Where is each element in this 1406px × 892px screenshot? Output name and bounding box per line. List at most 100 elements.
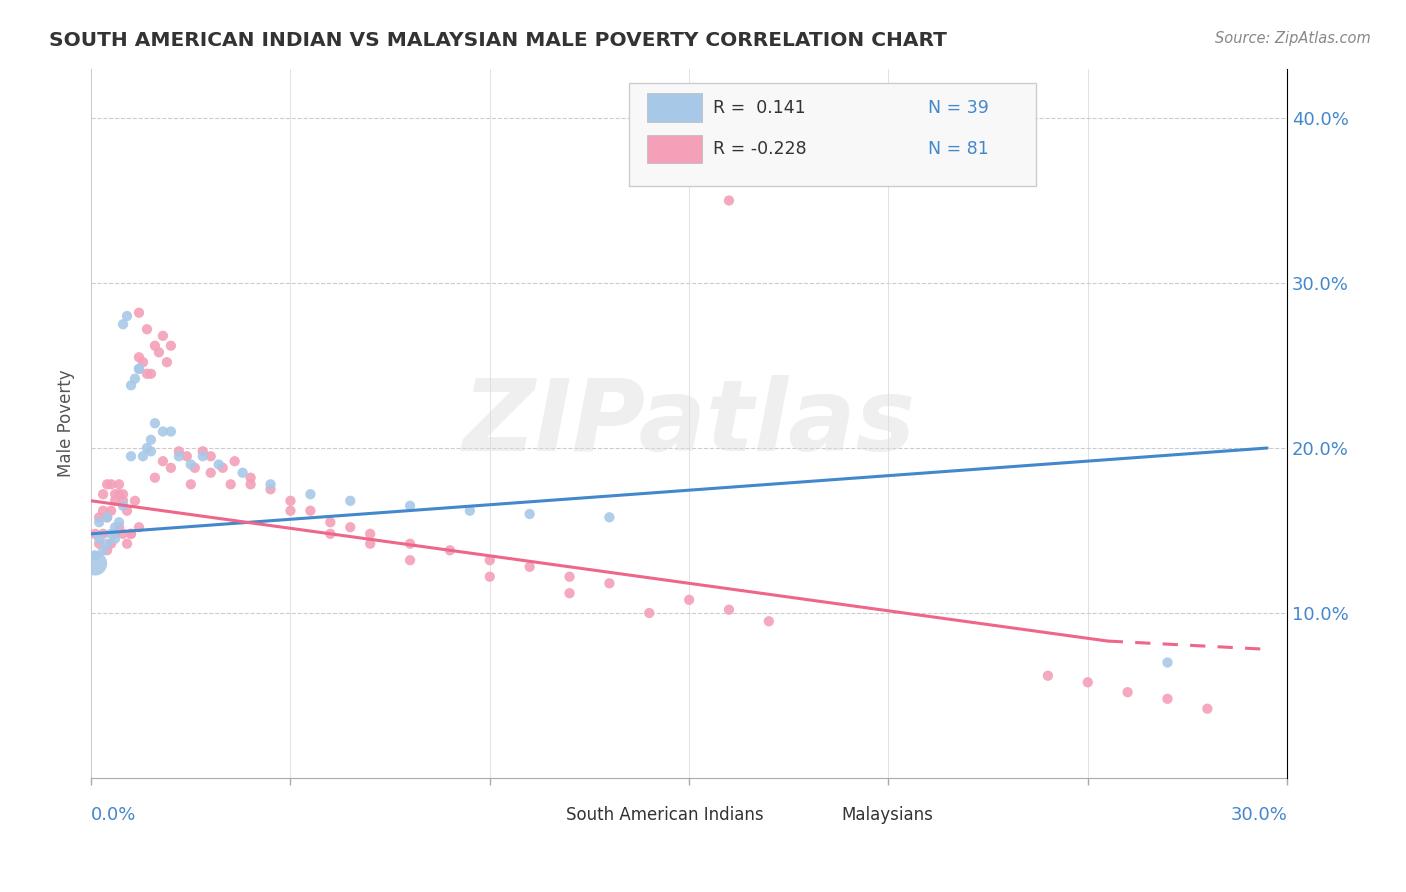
Point xyxy=(280,493,302,508)
Point xyxy=(1036,669,1059,683)
Point xyxy=(136,441,159,455)
Text: R =  0.141: R = 0.141 xyxy=(713,98,806,117)
Point xyxy=(89,510,111,524)
Point xyxy=(219,477,242,491)
Point xyxy=(638,606,661,620)
Point xyxy=(191,444,214,458)
Point xyxy=(319,526,342,541)
Point xyxy=(136,322,159,336)
Point xyxy=(1077,675,1099,690)
Point xyxy=(128,306,150,320)
Point xyxy=(96,537,118,551)
Point xyxy=(717,194,740,208)
Point xyxy=(128,361,150,376)
Point xyxy=(176,450,198,464)
Point xyxy=(478,570,501,584)
Point xyxy=(519,507,541,521)
Point xyxy=(89,532,111,546)
Point xyxy=(89,515,111,529)
Point xyxy=(120,526,142,541)
Point xyxy=(128,351,150,365)
Point xyxy=(124,493,146,508)
Point xyxy=(96,477,118,491)
Text: ZIPatlas: ZIPatlas xyxy=(463,375,915,472)
Point xyxy=(128,520,150,534)
Point xyxy=(478,553,501,567)
Point xyxy=(84,548,107,562)
Point xyxy=(156,355,179,369)
Point xyxy=(180,458,202,472)
Point xyxy=(200,450,222,464)
Point xyxy=(191,450,214,464)
Point xyxy=(558,586,581,600)
Point xyxy=(758,614,780,628)
Point xyxy=(1156,691,1178,706)
Point xyxy=(120,526,142,541)
FancyBboxPatch shape xyxy=(531,808,562,827)
Point xyxy=(89,537,111,551)
Point xyxy=(132,450,155,464)
Point xyxy=(299,487,322,501)
Point xyxy=(104,487,127,501)
Point xyxy=(167,450,190,464)
Point xyxy=(208,458,231,472)
Point xyxy=(239,471,262,485)
Text: Source: ZipAtlas.com: Source: ZipAtlas.com xyxy=(1215,31,1371,46)
Text: 0.0%: 0.0% xyxy=(91,806,136,824)
Point xyxy=(232,466,254,480)
Point xyxy=(84,526,107,541)
Point xyxy=(104,526,127,541)
Point xyxy=(115,537,138,551)
Point xyxy=(200,466,222,480)
Point xyxy=(152,454,174,468)
Point xyxy=(152,425,174,439)
Point xyxy=(339,520,361,534)
Point xyxy=(108,487,131,501)
Point xyxy=(339,493,361,508)
Point xyxy=(239,477,262,491)
Point xyxy=(139,444,162,458)
FancyBboxPatch shape xyxy=(647,94,702,121)
Point xyxy=(558,570,581,584)
Point xyxy=(91,543,114,558)
Point xyxy=(128,361,150,376)
Point xyxy=(84,557,107,571)
Point xyxy=(224,454,246,468)
Text: South American Indians: South American Indians xyxy=(567,805,763,824)
Point xyxy=(112,487,135,501)
Text: N = 39: N = 39 xyxy=(928,98,990,117)
Point xyxy=(167,444,190,458)
Point xyxy=(108,515,131,529)
Point xyxy=(104,532,127,546)
Point xyxy=(211,460,233,475)
Point xyxy=(104,520,127,534)
Point xyxy=(1156,656,1178,670)
Text: SOUTH AMERICAN INDIAN VS MALAYSIAN MALE POVERTY CORRELATION CHART: SOUTH AMERICAN INDIAN VS MALAYSIAN MALE … xyxy=(49,31,948,50)
Point xyxy=(184,460,207,475)
Point xyxy=(108,520,131,534)
Point xyxy=(598,510,620,524)
Point xyxy=(359,537,381,551)
Point xyxy=(120,450,142,464)
Point xyxy=(1116,685,1139,699)
FancyBboxPatch shape xyxy=(647,135,702,163)
Point xyxy=(319,515,342,529)
Point xyxy=(143,471,166,485)
Point xyxy=(91,526,114,541)
Point xyxy=(359,526,381,541)
Point xyxy=(91,504,114,518)
Point xyxy=(143,339,166,353)
Point xyxy=(399,537,422,551)
Point xyxy=(136,367,159,381)
Point xyxy=(91,487,114,501)
Point xyxy=(399,553,422,567)
Point xyxy=(399,499,422,513)
Text: R = -0.228: R = -0.228 xyxy=(713,140,807,158)
Point xyxy=(100,537,122,551)
Point xyxy=(115,309,138,323)
Point xyxy=(1197,702,1219,716)
Point xyxy=(100,526,122,541)
Point xyxy=(124,372,146,386)
Point xyxy=(152,328,174,343)
Point xyxy=(160,425,183,439)
